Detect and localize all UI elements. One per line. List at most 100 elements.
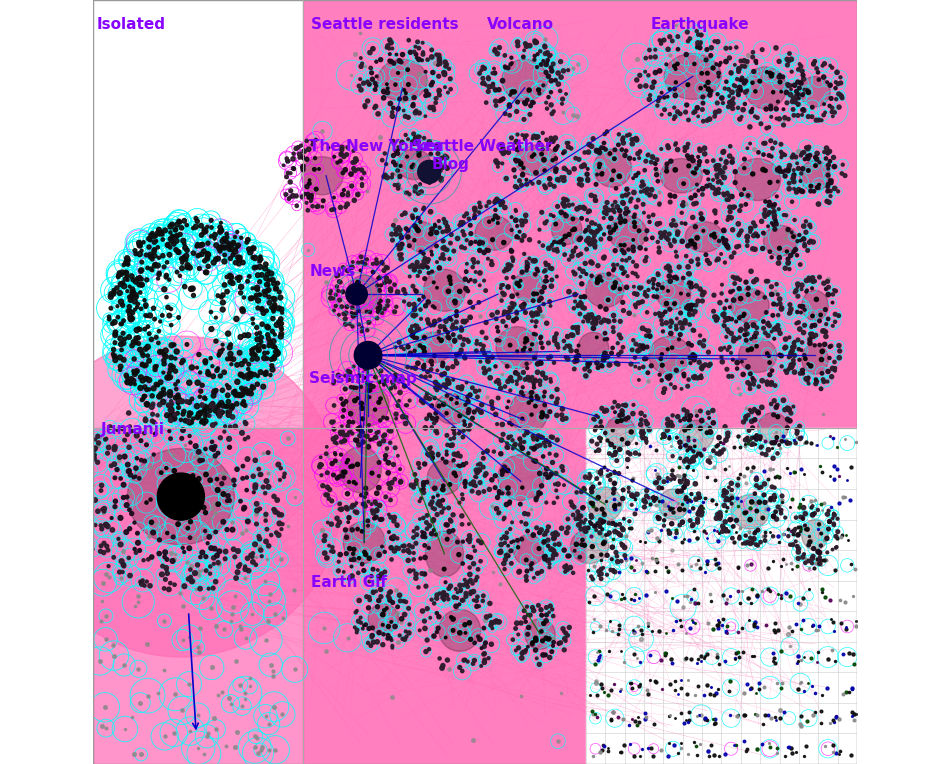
Point xyxy=(390,450,406,462)
Point xyxy=(428,164,443,176)
Point xyxy=(505,253,521,265)
Point xyxy=(524,409,540,421)
Point xyxy=(412,495,428,507)
Point xyxy=(711,183,726,195)
Point xyxy=(424,228,439,240)
Point xyxy=(641,424,656,436)
Point xyxy=(320,467,335,479)
Point xyxy=(818,330,833,342)
Point xyxy=(636,340,651,352)
Point xyxy=(793,149,808,161)
Point xyxy=(625,241,640,253)
Point xyxy=(525,254,541,267)
Point xyxy=(225,238,240,251)
Point xyxy=(686,434,701,446)
Point xyxy=(492,96,507,108)
Point xyxy=(177,280,192,293)
Point xyxy=(701,750,716,762)
Point xyxy=(270,277,285,290)
Point xyxy=(436,480,451,492)
Point xyxy=(646,209,661,221)
Point xyxy=(318,448,333,460)
Point xyxy=(408,283,423,296)
Point xyxy=(194,416,209,429)
Point xyxy=(748,220,763,232)
Point xyxy=(270,348,285,360)
Point xyxy=(607,565,622,578)
Point xyxy=(760,502,775,514)
Point xyxy=(601,645,617,657)
Point xyxy=(535,432,550,444)
Point xyxy=(792,367,808,380)
Point xyxy=(627,133,642,145)
Point xyxy=(470,591,485,603)
Point xyxy=(632,362,647,374)
Point xyxy=(370,306,386,318)
Point xyxy=(159,271,174,283)
Point xyxy=(593,300,608,312)
Point xyxy=(674,383,689,395)
Point xyxy=(688,597,703,609)
Point xyxy=(274,509,289,521)
Point xyxy=(511,628,526,640)
Point xyxy=(534,286,549,298)
Point xyxy=(150,273,165,285)
Point xyxy=(347,500,362,512)
Point xyxy=(501,545,516,557)
Point xyxy=(585,234,600,246)
Point xyxy=(300,188,315,200)
Point xyxy=(532,294,547,306)
Point xyxy=(783,89,798,101)
Point xyxy=(529,263,544,275)
Point xyxy=(662,419,677,431)
Point xyxy=(427,277,442,289)
Point xyxy=(249,497,264,510)
Point xyxy=(484,398,500,410)
Text: Seattle Weather: Seattle Weather xyxy=(412,139,553,154)
Point xyxy=(754,374,770,387)
Point xyxy=(612,443,627,455)
Point xyxy=(413,552,428,565)
Point xyxy=(266,303,281,315)
Point xyxy=(538,33,553,45)
Point xyxy=(152,548,167,560)
Point xyxy=(443,439,458,452)
Point xyxy=(273,474,288,486)
Point xyxy=(365,622,380,634)
Point xyxy=(791,500,807,513)
Point xyxy=(196,223,211,235)
Point xyxy=(117,451,132,463)
Point xyxy=(826,519,842,531)
Point xyxy=(829,533,845,545)
Point xyxy=(420,448,435,460)
Point xyxy=(527,34,542,47)
Point xyxy=(565,62,580,74)
Point xyxy=(603,564,618,576)
Point xyxy=(813,554,828,566)
Point xyxy=(750,539,766,552)
Point xyxy=(375,639,390,651)
Point xyxy=(673,620,688,632)
Point xyxy=(523,99,539,112)
Point xyxy=(418,371,433,383)
Point xyxy=(398,186,413,199)
Point xyxy=(233,678,248,691)
Point xyxy=(360,515,375,527)
Point xyxy=(183,571,199,583)
Point xyxy=(831,351,846,364)
Point xyxy=(380,40,395,52)
Point xyxy=(349,154,364,167)
Point xyxy=(370,503,385,516)
Point xyxy=(123,309,138,321)
Point xyxy=(543,470,559,482)
Point xyxy=(417,332,432,344)
Point xyxy=(710,682,725,694)
Point xyxy=(136,554,151,566)
Point xyxy=(584,257,599,269)
Point xyxy=(662,261,677,274)
Bar xyxy=(93,428,303,764)
Point xyxy=(386,458,401,471)
Ellipse shape xyxy=(435,393,469,424)
Point xyxy=(683,495,698,507)
Point xyxy=(582,358,598,370)
